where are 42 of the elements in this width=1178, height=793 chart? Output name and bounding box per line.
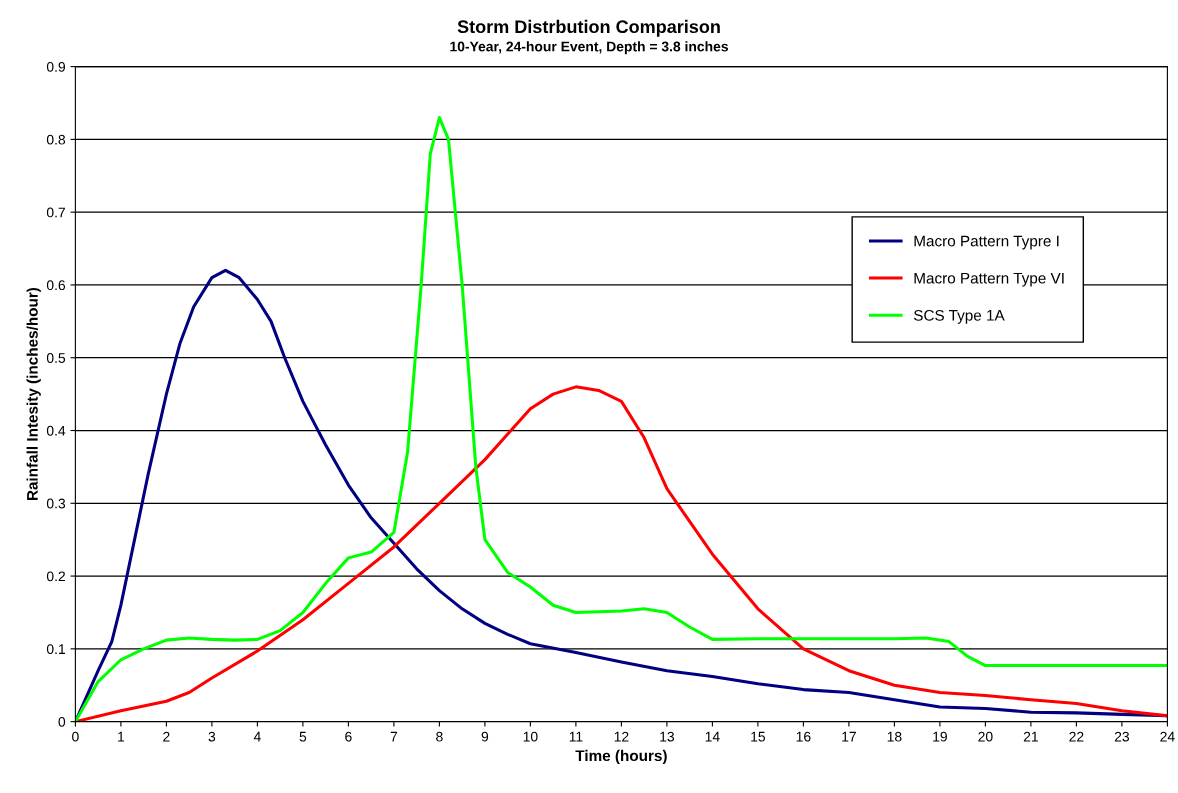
y-tick-label: 0 xyxy=(58,716,66,727)
x-tick-label: 0 xyxy=(72,731,79,742)
x-tick-label: 24 xyxy=(1160,731,1175,742)
x-tick-label: 3 xyxy=(208,731,216,742)
x-tick-label: 17 xyxy=(842,731,856,742)
x-tick-label: 15 xyxy=(751,731,766,742)
y-tick-label: 0.4 xyxy=(46,425,66,436)
x-tick-label: 22 xyxy=(1069,731,1084,742)
y-axis-title: Rainfall Intesity (inches/hour) xyxy=(26,287,41,501)
x-tick-label: 13 xyxy=(660,731,675,742)
x-tick-label: 21 xyxy=(1023,731,1038,742)
x-tick-label: 20 xyxy=(978,731,993,742)
x-tick-label: 19 xyxy=(933,731,947,742)
x-tick-label: 7 xyxy=(390,731,398,742)
y-tick-label: 0.2 xyxy=(46,571,65,582)
x-tick-label: 18 xyxy=(887,731,902,742)
x-tick-label: 10 xyxy=(523,731,538,742)
x-tick-label: 9 xyxy=(481,731,489,742)
legend-label: SCS Type 1A xyxy=(913,309,1005,324)
y-tick-label: 0.8 xyxy=(46,134,66,145)
x-tick-label: 23 xyxy=(1114,731,1130,742)
chart-title: Storm Distrbution Comparison xyxy=(457,19,720,37)
x-tick-label: 12 xyxy=(614,731,629,742)
chart-subtitle: 10-Year, 24-hour Event, Depth = 3.8 inches xyxy=(450,41,728,55)
y-tick-label: 0.9 xyxy=(46,61,66,72)
y-tick-label: 0.1 xyxy=(46,644,65,655)
x-tick-label: 4 xyxy=(253,731,261,742)
y-tick-label: 0.5 xyxy=(46,353,66,363)
x-axis-title: Time (hours) xyxy=(575,749,667,765)
x-tick-label: 8 xyxy=(436,731,443,742)
legend-label: Macro Pattern Typre I xyxy=(914,235,1059,250)
y-tick-label: 0.7 xyxy=(46,207,65,218)
x-tick-label: 16 xyxy=(796,731,811,742)
y-tick-label: 0.6 xyxy=(46,280,66,291)
x-tick-label: 11 xyxy=(569,731,583,742)
x-tick-label: 14 xyxy=(705,731,720,742)
x-tick-label: 5 xyxy=(299,731,307,742)
legend-label: Macro Pattern Type VI xyxy=(914,272,1064,287)
x-tick-label: 1 xyxy=(118,731,125,742)
y-tick-label: 0.3 xyxy=(46,498,66,509)
x-tick-label: 6 xyxy=(345,731,352,742)
x-tick-label: 2 xyxy=(163,731,170,742)
